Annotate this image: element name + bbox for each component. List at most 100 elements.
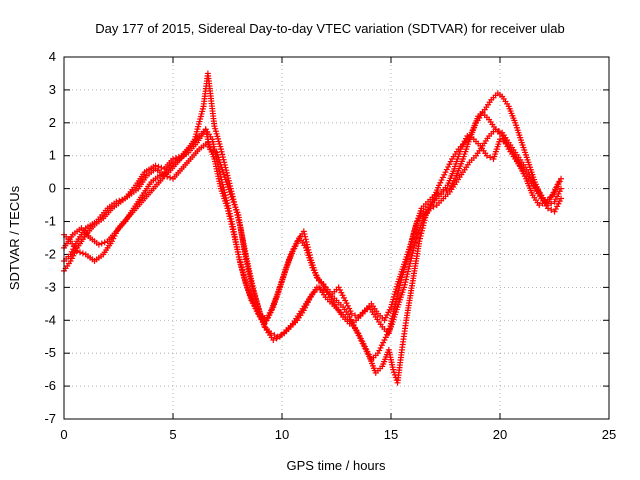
data-point-fill <box>539 200 546 207</box>
data-point-fill <box>416 235 423 242</box>
data-point-fill <box>382 334 389 341</box>
data-point-fill <box>273 335 280 342</box>
data-point <box>224 172 231 179</box>
data-point-fill <box>230 229 237 236</box>
data-point-fill <box>221 161 228 168</box>
data-point-fill <box>403 273 410 280</box>
data-point-fill <box>404 271 411 278</box>
data-point-fill <box>304 241 311 248</box>
data-point-fill <box>443 166 450 173</box>
y-tick-label: -1 <box>44 214 56 229</box>
y-tick-label: -5 <box>44 345 56 360</box>
data-point-fill <box>98 240 105 247</box>
data-point-fill <box>221 159 228 166</box>
data-point-fill <box>267 309 274 316</box>
data-point-fill <box>314 275 321 282</box>
data-point-fill <box>162 170 169 177</box>
data-point-fill <box>441 171 448 178</box>
data-point-fill <box>411 242 418 249</box>
data-point-fill <box>266 312 273 319</box>
x-tick-label: 10 <box>275 427 289 442</box>
data-point <box>348 310 355 317</box>
data-point-fill <box>227 218 234 225</box>
data-point-fill <box>292 242 299 249</box>
data-point-fill <box>365 351 372 358</box>
data-point-fill <box>439 174 446 181</box>
data-point-fill <box>403 276 410 283</box>
data-point-fill <box>225 175 232 182</box>
data-point-fill <box>452 175 459 182</box>
data-points <box>61 70 565 386</box>
data-point-fill <box>223 167 230 174</box>
data-point-fill <box>382 314 389 321</box>
data-point <box>464 132 471 139</box>
data-point <box>416 238 423 245</box>
data-point-fill <box>71 250 78 257</box>
data-point-fill <box>336 286 343 293</box>
data-point-fill <box>310 267 317 274</box>
data-point <box>440 188 447 195</box>
y-axis-ticks: -7 -6 -5 -4 -3 -2 -1 0 1 2 3 4 <box>44 49 609 426</box>
data-point <box>558 195 565 202</box>
grid <box>64 57 609 419</box>
y-tick-label: -7 <box>44 411 56 426</box>
data-point-fill <box>346 305 353 312</box>
data-point-fill <box>430 203 437 210</box>
data-point-fill <box>219 154 226 161</box>
data-point-fill <box>556 178 563 185</box>
data-point <box>361 343 368 350</box>
data-point-fill <box>76 249 83 256</box>
data-point-fill <box>356 333 363 340</box>
y-tick-label: 0 <box>49 181 56 196</box>
data-point-fill <box>359 338 366 345</box>
data-point-fill <box>443 187 450 194</box>
data-point-fill <box>228 221 235 228</box>
data-point <box>270 337 277 344</box>
data-point-fill <box>338 289 345 296</box>
data-point-fill <box>555 190 562 197</box>
data-point <box>431 192 438 199</box>
data-point-fill <box>72 247 79 254</box>
data-point-fill <box>101 239 108 246</box>
data-point <box>536 202 543 209</box>
data-point-fill <box>500 135 507 142</box>
data-point-fill <box>410 244 417 251</box>
data-point-fill <box>227 185 234 192</box>
data-point-fill <box>261 321 268 328</box>
data-point-fill <box>293 240 300 247</box>
data-point <box>300 228 307 235</box>
data-point-fill <box>222 164 229 171</box>
data-point-fill <box>225 210 232 217</box>
y-tick-label: -2 <box>44 246 56 261</box>
series-track-b <box>61 126 562 337</box>
data-point-fill <box>386 326 393 333</box>
data-point-fill <box>527 174 534 181</box>
data-point-fill <box>462 135 469 142</box>
data-point-fill <box>227 183 234 190</box>
data-point-fill <box>552 196 559 203</box>
x-tick-label: 25 <box>602 427 616 442</box>
data-point-fill <box>384 331 391 338</box>
data-point-fill <box>448 183 455 190</box>
data-point <box>335 284 342 291</box>
data-point-fill <box>229 226 236 233</box>
data-point-fill <box>386 306 393 313</box>
data-point-fill <box>262 317 269 324</box>
y-tick-label: -6 <box>44 378 56 393</box>
data-point-fill <box>301 231 308 238</box>
data-point-fill <box>487 154 494 161</box>
data-point-fill <box>164 173 171 180</box>
y-tick-label: 1 <box>49 148 56 163</box>
data-point-fill <box>376 347 383 354</box>
data-point-fill <box>384 312 391 319</box>
data-point-fill <box>408 252 415 259</box>
data-point-fill <box>229 190 236 197</box>
y-tick-label: 4 <box>49 49 56 64</box>
data-point-fill <box>302 236 309 243</box>
data-point-fill <box>262 324 269 331</box>
data-point-fill <box>114 227 121 234</box>
data-point-fill <box>352 312 359 319</box>
x-tick-label: 5 <box>169 427 176 442</box>
data-point <box>407 258 414 265</box>
data-point-fill <box>339 292 346 299</box>
